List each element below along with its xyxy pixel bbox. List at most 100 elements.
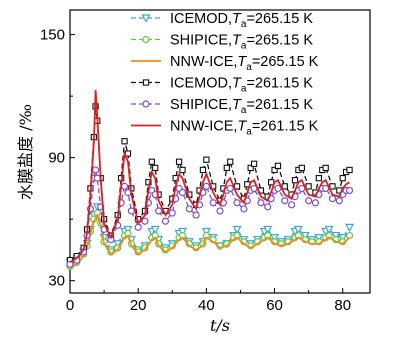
data-point	[127, 207, 135, 215]
data-point	[216, 207, 224, 215]
x-tick-label: 60	[266, 297, 283, 314]
legend-label: ICEMOD,Ta=265.15 K	[170, 11, 313, 30]
data-point	[134, 223, 142, 231]
y-tick-label: 30	[48, 273, 65, 290]
legend-item: SHIPICE,Ta=265.15 K	[131, 33, 313, 52]
data-point	[263, 225, 273, 235]
data-point	[168, 209, 176, 217]
data-point	[293, 225, 303, 235]
data-point	[329, 183, 336, 190]
data-point	[201, 227, 211, 237]
data-point	[124, 188, 132, 197]
data-point	[152, 164, 159, 172]
data-point	[177, 227, 188, 237]
data-point	[271, 166, 278, 174]
data-point	[148, 158, 155, 165]
data-point	[185, 205, 193, 213]
y-tick-label: 150	[40, 27, 65, 44]
legend-label: SHIPICE,Ta=265.15 K	[170, 33, 313, 52]
data-point	[315, 175, 323, 182]
x-tick-label: 20	[130, 297, 147, 314]
data-point	[257, 199, 265, 207]
data-point	[291, 177, 299, 184]
legend-swatch-marker	[141, 14, 151, 23]
y-tick-label: 90	[48, 150, 65, 167]
x-tick-label: 80	[334, 297, 351, 314]
data-point	[155, 207, 163, 215]
data-point	[250, 160, 258, 167]
data-point	[203, 156, 210, 163]
data-point	[123, 225, 133, 235]
x-tick-label: 40	[198, 297, 215, 314]
data-point	[175, 158, 183, 165]
y-axis-label: 水膜盐度 /‰	[16, 104, 35, 200]
data-point	[345, 186, 354, 195]
series-line	[69, 89, 350, 263]
data-point	[240, 205, 248, 213]
data-point	[328, 195, 337, 203]
legend-item: SHIPICE,Ta=261.15 K	[131, 97, 313, 116]
data-point	[179, 166, 186, 174]
plot-area: 0 20 40 60 80 30 90 150	[40, 9, 371, 314]
data-point	[305, 197, 313, 205]
data-point	[270, 234, 280, 243]
data-point	[226, 184, 234, 193]
data-point	[150, 225, 160, 235]
data-point	[267, 179, 275, 186]
data-point	[223, 164, 230, 172]
data-point	[287, 201, 296, 209]
legend-swatch-marker	[142, 100, 150, 108]
x-axis-label: t/s	[210, 316, 230, 335]
legend-item: NNW-ICE,Ta=265.15 K	[131, 54, 319, 73]
legend-label: ICEMOD,Ta=261.15 K	[170, 76, 313, 95]
data-point	[247, 164, 254, 172]
legend-swatch-marker	[142, 35, 150, 44]
data-point	[298, 164, 305, 172]
legend-label: NNW-ICE,Ta=261.15 K	[170, 119, 319, 138]
data-point	[209, 199, 217, 207]
legend: ICEMOD,Ta=265.15 K SHIPICE,Ta=265.15 K NNW…	[131, 11, 319, 138]
data-point	[274, 162, 282, 170]
ticks-layer: 0 20 40 60 80 30 90 150	[40, 27, 351, 314]
data-point	[311, 199, 320, 207]
data-point	[161, 217, 170, 225]
data-point	[338, 234, 348, 243]
data-point	[281, 183, 288, 190]
data-point	[264, 203, 272, 211]
data-point	[199, 166, 207, 174]
legend-label: NNW-ICE,Ta=265.15 K	[170, 54, 319, 73]
data-point	[346, 166, 353, 174]
data-point	[300, 231, 310, 241]
data-point	[314, 234, 324, 243]
x-tick-label: 0	[66, 297, 74, 314]
data-point	[322, 164, 329, 172]
data-point	[120, 182, 129, 190]
data-point	[192, 211, 200, 219]
legend-swatch-marker	[142, 79, 150, 86]
data-point	[331, 231, 341, 241]
data-point	[227, 158, 234, 165]
data-point	[145, 179, 152, 186]
data-point	[339, 175, 346, 182]
legend-item: NNW-ICE,Ta=261.15 K	[131, 119, 319, 138]
data-point	[202, 182, 210, 190]
data-point	[91, 166, 100, 174]
plot-frame	[69, 9, 371, 294]
data-point	[281, 197, 289, 205]
data-point	[121, 138, 128, 145]
data-point	[141, 217, 149, 225]
series-5	[69, 89, 350, 263]
data-point	[324, 225, 334, 235]
legend-item: ICEMOD,Ta=265.15 K	[131, 11, 313, 30]
data-point	[305, 183, 312, 190]
series-2	[69, 212, 351, 270]
legend-item: ICEMOD,Ta=261.15 K	[131, 76, 313, 95]
series-line	[69, 212, 351, 270]
data-point	[345, 223, 355, 233]
data-point	[233, 199, 241, 207]
series-layer	[65, 89, 355, 270]
data-point	[178, 188, 187, 197]
data-point	[93, 174, 101, 182]
legend-label: SHIPICE,Ta=261.15 K	[170, 97, 313, 116]
